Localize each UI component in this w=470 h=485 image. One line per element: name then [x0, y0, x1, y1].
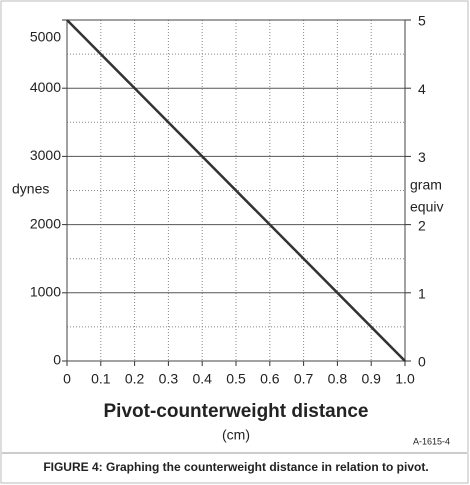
- y2-tick-label: 1: [418, 286, 426, 302]
- y2-tick-label: 3: [418, 149, 426, 165]
- y-tick-label: 4000: [30, 79, 61, 95]
- data-line: [66, 19, 406, 362]
- y-tick-label: 5000: [30, 29, 61, 45]
- x-tick-label: 1.0: [395, 371, 415, 387]
- y2-tick-label: 0: [418, 354, 426, 370]
- x-tick-label: 0: [63, 371, 71, 387]
- y2-tick-label: 4: [418, 81, 426, 97]
- x-tick-label: 0.4: [192, 371, 212, 387]
- y2-axis-label: equiv: [410, 199, 443, 215]
- y2-axis-label: gram: [410, 177, 442, 193]
- x-axis-title: Pivot-counterweight distance: [104, 401, 369, 422]
- x-tick-label: 0.3: [159, 371, 179, 387]
- x-tick-label: 0.8: [328, 371, 348, 387]
- x-tick-label: 0.1: [91, 371, 111, 387]
- x-tick-label: 0.5: [226, 371, 246, 387]
- x-tick-label: 0.6: [260, 371, 280, 387]
- x-tick-label: 0.2: [125, 371, 145, 387]
- figure-code: A-1615-4: [413, 436, 450, 446]
- x-tick-label: 0.7: [294, 371, 314, 387]
- x-axis-unit: (cm): [222, 427, 250, 443]
- caption: FIGURE 4: Graphing the counterweight dis…: [43, 460, 428, 474]
- y-tick-label: 0: [53, 352, 61, 368]
- x-tick-label: 0.9: [361, 371, 381, 387]
- y-tick-label: 2000: [30, 215, 61, 231]
- y2-tick-label: 5: [418, 13, 426, 29]
- y-tick-label: 3000: [30, 147, 61, 163]
- y2-tick-label: 2: [418, 217, 426, 233]
- plot-border: [66, 19, 406, 362]
- y-tick-label: 1000: [30, 284, 61, 300]
- y-axis-label: dynes: [12, 181, 49, 197]
